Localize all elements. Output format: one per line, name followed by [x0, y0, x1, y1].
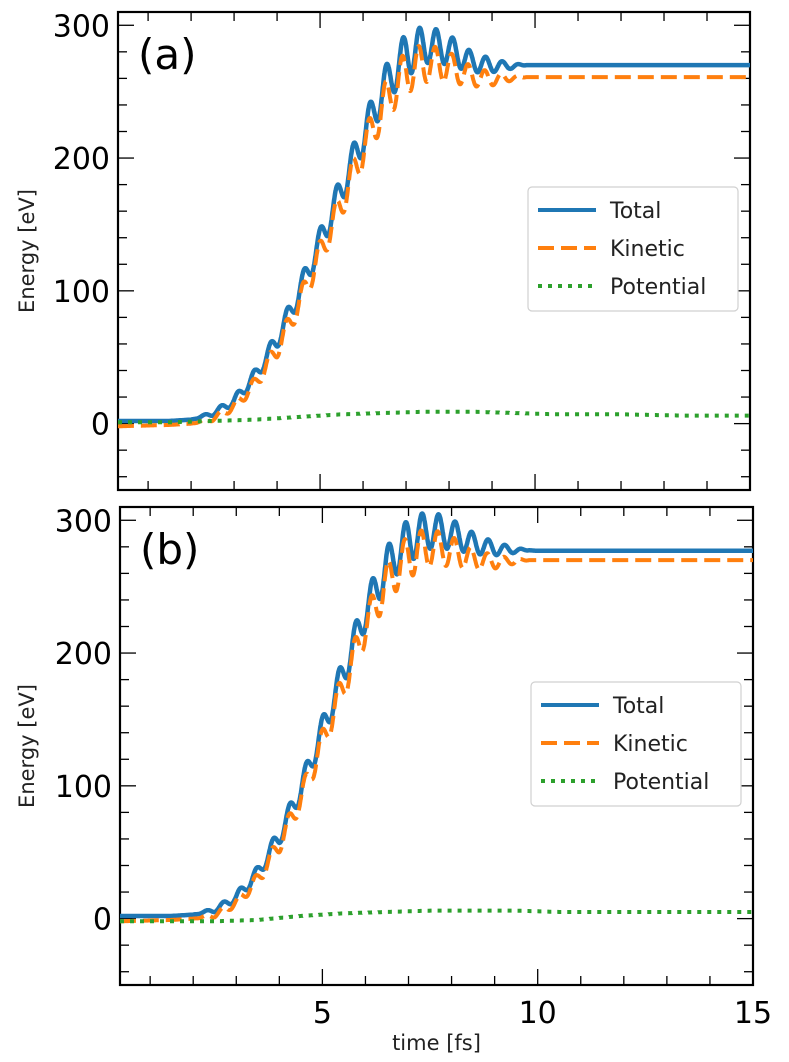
- series-line-total: [120, 511, 753, 919]
- panel-label: (a): [138, 30, 197, 79]
- y-axis-label: Energy [eV]: [15, 189, 39, 313]
- legend-label-kinetic: Kinetic: [610, 237, 685, 262]
- x-tick-label: 10: [519, 996, 557, 1031]
- panel-label: (b): [140, 525, 199, 574]
- series-line-potential: [120, 908, 753, 924]
- panel-b: 0 100 200 300 5 10 15 Energy [eV] time [fs] (b) To…: [15, 504, 772, 1055]
- series-group: [118, 25, 750, 429]
- y-tick-label: 200: [55, 637, 112, 672]
- legend: Total Kinetic Potential: [530, 681, 742, 807]
- series-line-kinetic: [118, 44, 750, 429]
- y-tick-label: 100: [55, 770, 112, 805]
- y-tick-label: 0: [93, 903, 112, 938]
- y-tick-label: 100: [53, 275, 110, 310]
- y-tick-label: 200: [53, 142, 110, 177]
- legend-label-kinetic: Kinetic: [613, 732, 688, 757]
- legend-box: [530, 681, 742, 807]
- y-axis-label: Energy [eV]: [15, 684, 39, 808]
- x-tick-label: 15: [734, 996, 772, 1031]
- legend-label-potential: Potential: [613, 770, 709, 795]
- y-tick-label: 0: [91, 408, 110, 443]
- legend-box: [527, 186, 739, 312]
- series-group: [120, 511, 753, 924]
- legend: Total Kinetic Potential: [527, 186, 739, 312]
- panel-a: 0 100 200 300 Energy [eV] (a) Total Kinetic Pote…: [15, 9, 752, 492]
- legend-label-potential: Potential: [610, 275, 706, 300]
- legend-label-total: Total: [609, 199, 661, 224]
- y-tick-label: 300: [53, 9, 110, 44]
- series-line-kinetic: [120, 528, 753, 924]
- x-tick-label: 5: [313, 996, 332, 1031]
- x-axis-label: time [fs]: [392, 1031, 481, 1055]
- y-tick-label: 300: [55, 504, 112, 539]
- legend-label-total: Total: [612, 694, 664, 719]
- series-line-total: [118, 25, 750, 424]
